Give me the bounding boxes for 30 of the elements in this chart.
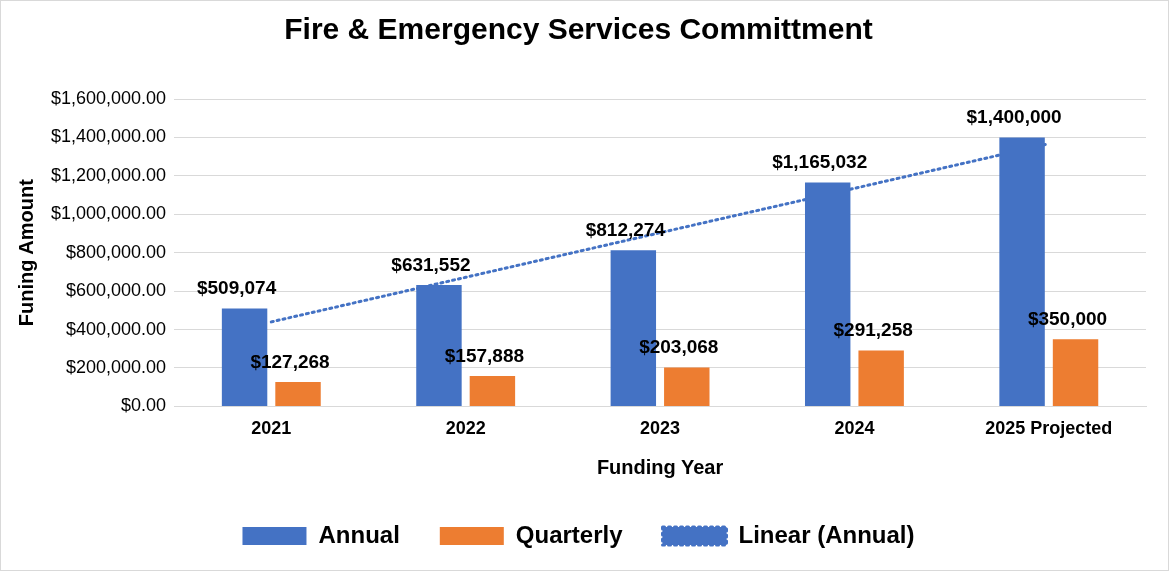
bar bbox=[1052, 339, 1099, 406]
x-tick-label: 2021 bbox=[251, 418, 292, 439]
bar bbox=[858, 350, 904, 406]
y-tick-label: $1,000,000.00 bbox=[50, 203, 167, 224]
x-tick-label: 2024 bbox=[834, 418, 875, 439]
legend-label: Quarterly bbox=[515, 520, 624, 548]
y-axis-title: Funing Amount bbox=[14, 178, 37, 327]
x-tick-label: 2025 Projected bbox=[985, 418, 1113, 439]
data-label: $631,552 bbox=[391, 253, 471, 275]
bar bbox=[469, 376, 516, 406]
y-tick-label: $200,000.00 bbox=[66, 356, 167, 377]
bar bbox=[275, 381, 321, 406]
legend-label: Linear (Annual) bbox=[738, 520, 915, 548]
y-tick-label: $1,200,000.00 bbox=[50, 164, 167, 185]
x-tick-label: 2023 bbox=[640, 418, 681, 439]
data-label: $1,400,000 bbox=[966, 106, 1062, 128]
data-label: $1,165,032 bbox=[772, 151, 868, 173]
y-tick-label: $1,600,000.00 bbox=[50, 87, 167, 108]
y-tick-label: $400,000.00 bbox=[66, 318, 167, 339]
legend-label: Annual bbox=[318, 520, 400, 548]
x-axis-title: Funding Year bbox=[596, 455, 724, 478]
y-tick-label: $0.00 bbox=[121, 395, 167, 416]
y-tick-label: $1,400,000.00 bbox=[50, 126, 167, 147]
x-tick-label: 2022 bbox=[445, 418, 486, 439]
y-tick-label: $800,000.00 bbox=[66, 241, 167, 262]
data-label: $812,274 bbox=[585, 219, 666, 241]
bar bbox=[664, 367, 710, 406]
y-tick-label: $600,000.00 bbox=[66, 280, 167, 301]
chart-title: Fire & Emergency Services Committment bbox=[284, 12, 873, 46]
data-label: $509,074 bbox=[196, 277, 277, 299]
